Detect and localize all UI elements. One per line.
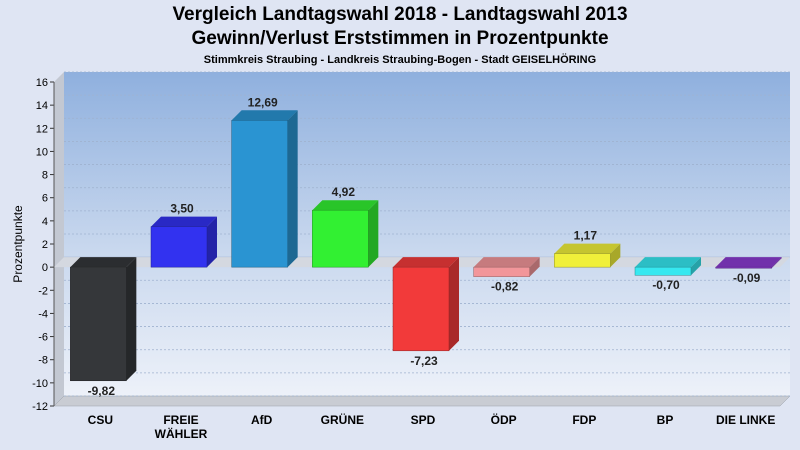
bar-top-2: [231, 110, 298, 121]
category-label-3: GRÜNE: [321, 412, 364, 427]
category-label-2: AfD: [251, 413, 273, 427]
data-label-0: -9,82: [88, 384, 116, 398]
category-label-6: FDP: [572, 413, 596, 427]
data-label-8: -0,09: [733, 271, 761, 285]
bar-side-1: [207, 216, 217, 268]
bar-3: [312, 209, 369, 268]
data-label-3: 4,92: [332, 185, 356, 199]
y-tick-label: 16: [36, 77, 48, 89]
bar-side-6: [610, 243, 621, 268]
bar-4: [392, 266, 450, 352]
bar-0: [70, 266, 127, 382]
category-label-4: SPD: [411, 413, 436, 427]
category-label-7: BP: [657, 413, 674, 427]
y-axis-label: Prozentpunkte: [11, 205, 25, 283]
bar-top-0: [70, 257, 137, 268]
y-tick-label: -12: [32, 401, 48, 413]
y-tick-label: -10: [32, 378, 48, 390]
bar-top-6: [554, 243, 621, 254]
bar-top-8: [715, 257, 782, 268]
bar-2: [231, 120, 288, 268]
bar-side-5: [529, 257, 540, 277]
category-label-8: DIE LINKE: [716, 413, 775, 427]
y-tick-label: 8: [42, 170, 48, 182]
bar-top-7: [635, 257, 701, 268]
category-label-1: FREIE: [163, 413, 198, 427]
y-tick-label: 2: [42, 239, 48, 251]
bar-8: [715, 266, 772, 269]
y-tick-label: -2: [38, 285, 48, 297]
chart-subtitle: Stimmkreis Straubing - Landkreis Straubi…: [203, 54, 597, 66]
plot-floor: [53, 395, 791, 407]
bar-5: [473, 266, 530, 277]
bar-top-3: [312, 200, 379, 211]
data-label-1: 3,50: [170, 202, 194, 216]
y-tick-label: 6: [42, 193, 48, 205]
data-label-5: -0,82: [491, 280, 519, 294]
bar-7: [634, 266, 692, 276]
category-label-0: CSU: [88, 413, 113, 427]
bar-side-8: [771, 257, 782, 269]
category-label-5: ÖDP: [491, 412, 517, 427]
bar-side-0: [126, 257, 137, 381]
y-tick-label: -4: [38, 308, 48, 320]
chart-title-line-1: Vergleich Landtagswahl 2018 - Landtagswa…: [172, 4, 628, 25]
data-label-2: 12,69: [248, 95, 278, 109]
chart-title-line-2: Gewinn/Verlust Erststimmen in Prozentpun…: [191, 28, 609, 49]
bar-side-7: [691, 257, 701, 276]
bar-top-5: [473, 257, 540, 268]
category-label-1: WÄHLER: [155, 426, 208, 441]
plot-side-wall: [54, 72, 64, 406]
bar-6: [554, 253, 611, 268]
bar-side-2: [287, 110, 298, 268]
y-tick-label: -6: [38, 332, 48, 344]
data-label-4: -7,23: [410, 354, 438, 368]
y-tick-label: 4: [42, 216, 48, 228]
bar-top-4: [393, 257, 459, 268]
y-tick-label: 0: [42, 262, 48, 274]
data-label-6: 1,17: [574, 229, 598, 243]
data-label-7: -0,70: [652, 278, 680, 292]
bar-top-1: [151, 216, 217, 227]
y-tick-label: 14: [36, 100, 48, 112]
bar-side-3: [368, 200, 379, 268]
y-tick-label: 12: [36, 123, 48, 135]
y-tick-label: -8: [38, 355, 48, 367]
y-tick-label: 10: [36, 146, 48, 158]
bar-side-4: [449, 257, 459, 351]
bar-1: [150, 226, 208, 268]
